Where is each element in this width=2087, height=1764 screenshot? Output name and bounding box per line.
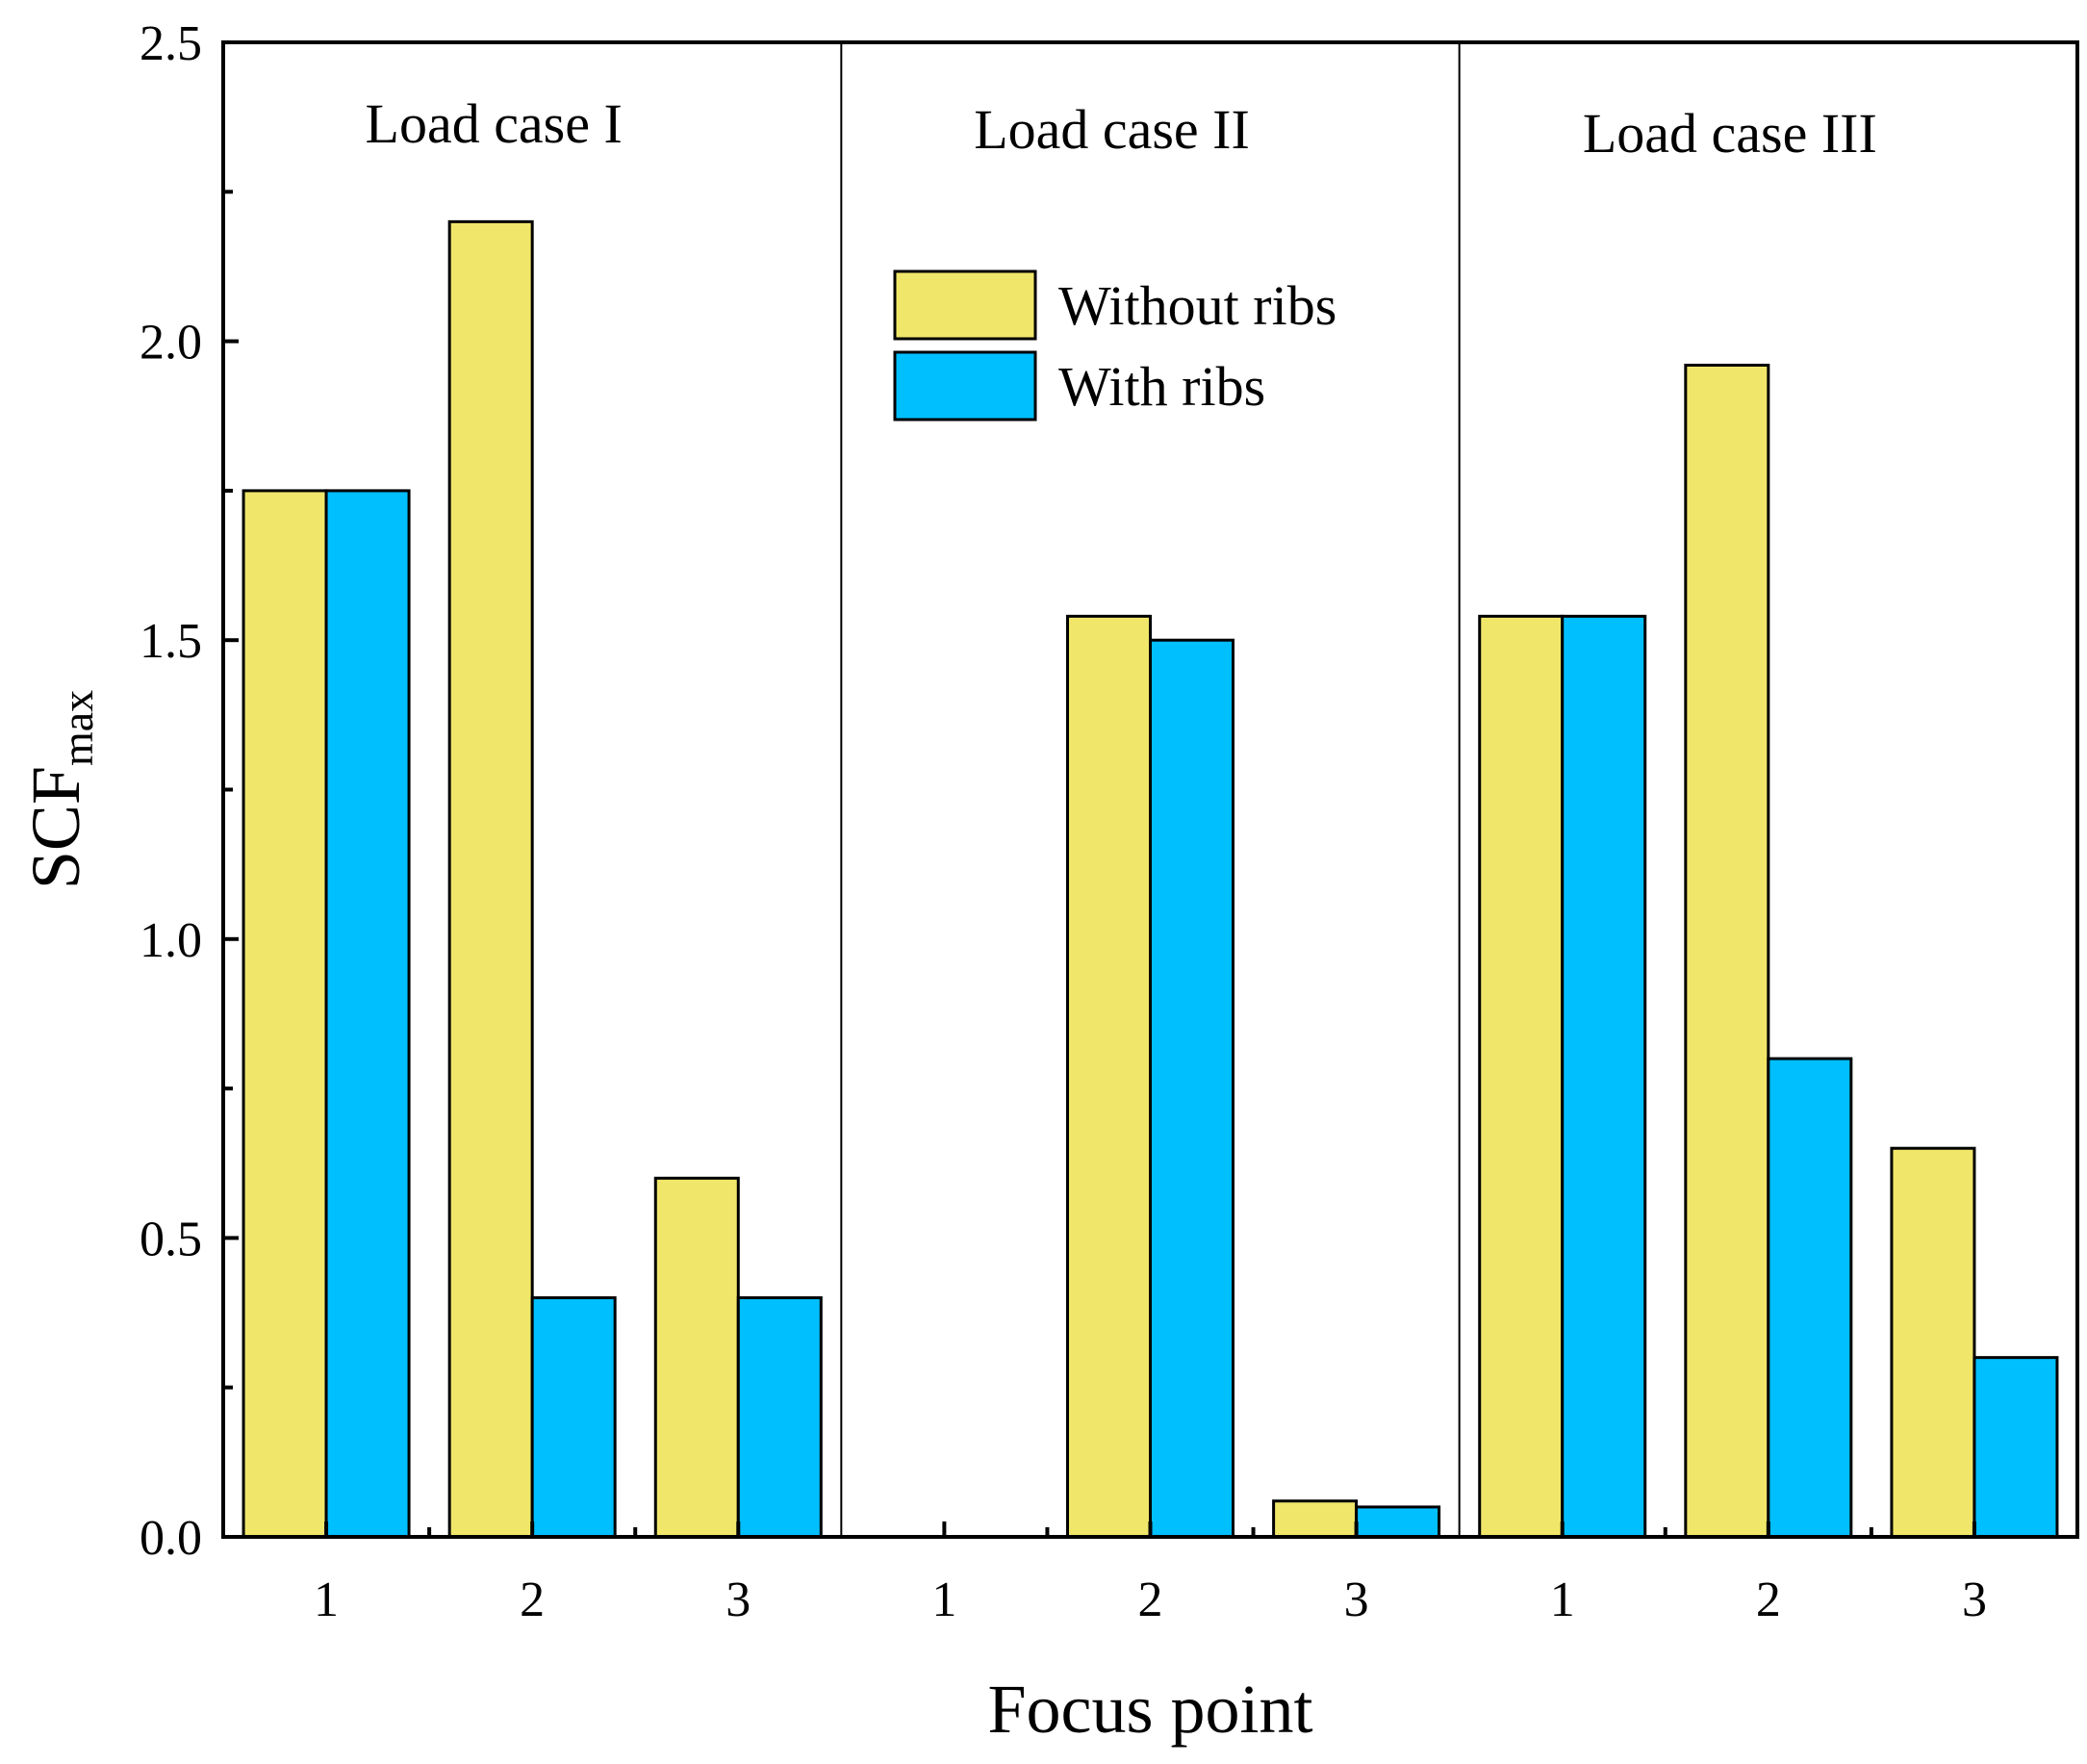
legend-label: Without ribs [1058,274,1336,337]
bar-with-ribs [1767,1057,1853,1539]
y-tick-label: 2.0 [140,316,202,371]
bar-without-ribs [1478,614,1565,1539]
x-tick-label: 1 [1550,1572,1575,1627]
bars-layer [242,219,2059,1539]
x-tick-label: 3 [1344,1572,1369,1627]
bar-without-ribs [1890,1146,1976,1539]
bar-without-ribs [1684,363,1770,1539]
x-tick-label: 2 [1756,1572,1781,1627]
y-axis-title-subscript: max [53,690,102,766]
bar-with-ribs [1355,1505,1441,1539]
x-tick-label: 1 [931,1572,956,1627]
y-tick-label: 2.5 [140,16,202,71]
group-label: Load case II [974,98,1250,161]
x-tick-label: 3 [1962,1572,1987,1627]
bar-without-ribs [653,1176,740,1539]
legend-swatch [893,350,1037,422]
group-label: Load case I [366,92,623,155]
x-tick-label: 2 [1138,1572,1163,1627]
bar-with-ribs [1972,1356,2059,1539]
bar-without-ribs [1066,614,1152,1539]
y-axis-title-main: SCF [17,766,94,889]
group-label: Load case III [1583,102,1877,165]
bar-with-ribs [1561,614,1647,1539]
bar-with-ribs [324,489,411,1539]
y-tick-label: 0.5 [140,1212,202,1266]
legend-swatch [893,269,1037,341]
labels-layer: 0.0 0.5 1.0 1.5 2.0 2.5 1 2 3 1 2 3 1 2 3 Load case I Lo… [17,16,1987,1748]
legend-label: With ribs [1058,355,1265,418]
x-tick-label: 3 [725,1572,751,1627]
legend: Without ribs With ribs [893,269,1336,422]
y-axis-title: SCFmax [17,690,102,889]
y-tick-label: 1.5 [140,614,202,669]
x-tick-label: 2 [520,1572,545,1627]
bar-with-ribs [1149,638,1234,1539]
axes-layer [221,40,2079,1539]
plot-frame-layer [840,42,1461,1537]
bar-without-ribs [1272,1499,1359,1539]
bar-with-ribs [530,1296,617,1539]
bar-without-ribs [242,489,328,1539]
bar-with-ribs [736,1296,823,1539]
y-tick-label: 1.0 [140,913,202,968]
bar-without-ribs [447,219,534,1539]
y-tick-label: 0.0 [140,1511,202,1566]
x-axis-title: Focus point [987,1671,1312,1748]
x-tick-label: 1 [314,1572,339,1627]
